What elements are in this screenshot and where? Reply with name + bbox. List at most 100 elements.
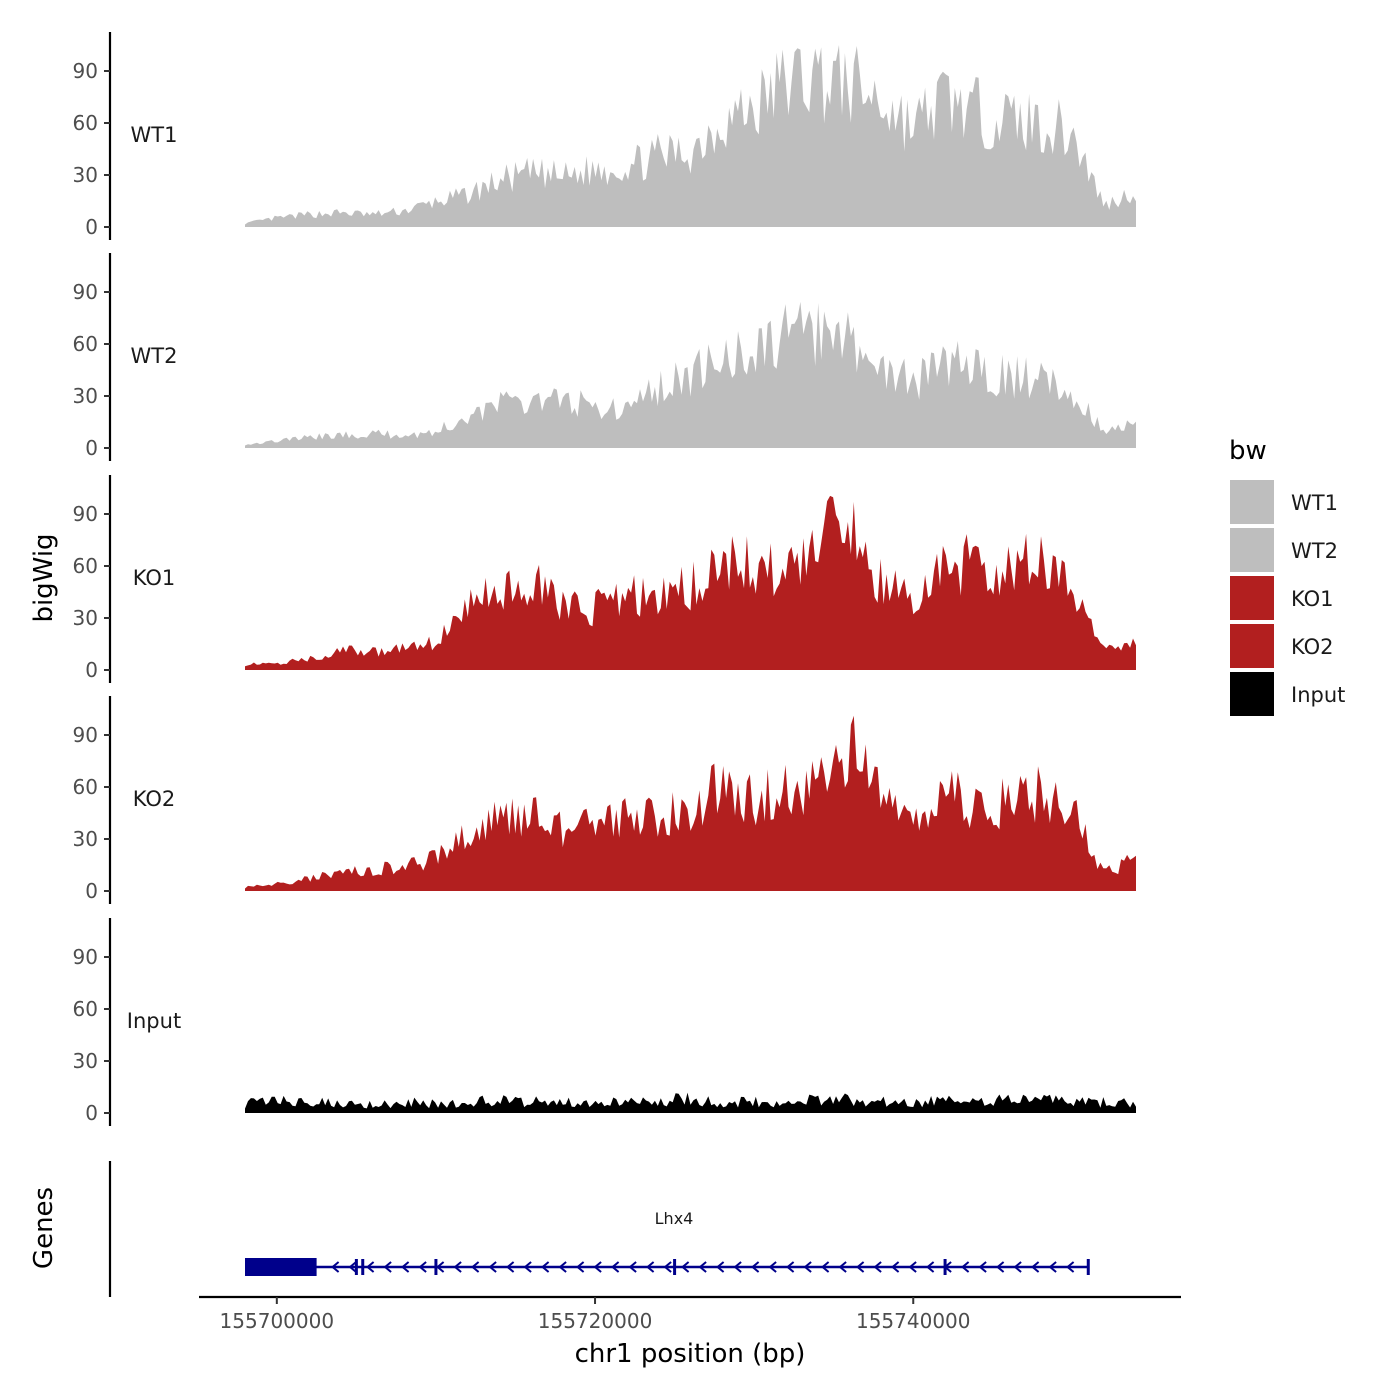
y-tick-label: 30: [73, 827, 98, 851]
legend-swatch-input: [1230, 672, 1274, 716]
strand-arrow: [908, 1261, 917, 1273]
y-tick-label: 30: [73, 1049, 98, 1073]
y-tick-label: 0: [85, 658, 98, 682]
panel-label-ko2: KO2: [133, 787, 176, 811]
strand-arrow: [1013, 1261, 1022, 1273]
x-tick-label: 155720000: [538, 1309, 653, 1333]
strand-arrow: [628, 1261, 637, 1273]
strand-arrow: [733, 1261, 742, 1273]
signal-panels: 0 30 60 90 WT1 0 30 60 90 WT2 0 30 60 90 KO1 0 30 60 90 KO2…: [73, 32, 1136, 1126]
legend-swatch-ko1: [1230, 576, 1274, 620]
panel-label-input: Input: [127, 1009, 181, 1033]
y-tick-label: 60: [73, 997, 98, 1021]
strand-arrow: [611, 1261, 620, 1273]
legend-label-ko1: KO1: [1291, 587, 1334, 611]
y-tick-label: 30: [73, 163, 98, 187]
area-ko2: [245, 715, 1136, 891]
area-wt2: [245, 301, 1136, 448]
y-tick-label: 30: [73, 606, 98, 630]
y-tick-label: 90: [73, 280, 98, 304]
strand-arrow: [453, 1261, 462, 1273]
strand-arrow: [961, 1261, 970, 1273]
strand-arrow: [646, 1261, 655, 1273]
strand-arrow: [348, 1261, 357, 1273]
strand-arrow: [558, 1261, 567, 1273]
strand-arrow: [383, 1261, 392, 1273]
y-tick-label: 90: [73, 723, 98, 747]
panel-label-wt2: WT2: [131, 344, 178, 368]
strand-arrow: [541, 1261, 550, 1273]
strand-arrow: [1031, 1261, 1040, 1273]
y-tick-label: 90: [73, 59, 98, 83]
legend-title: bw: [1229, 436, 1267, 466]
strand-arrow: [698, 1261, 707, 1273]
y-tick-label: 60: [73, 775, 98, 799]
legend-label-ko2: KO2: [1291, 635, 1334, 659]
strand-arrow: [593, 1261, 602, 1273]
legend-swatch-wt1: [1230, 480, 1274, 524]
legend-label-wt1: WT1: [1291, 491, 1338, 515]
strand-arrow: [366, 1261, 375, 1273]
strand-arrow: [996, 1261, 1005, 1273]
x-tick-label: 155700000: [220, 1309, 335, 1333]
y-tick-label: 30: [73, 384, 98, 408]
x-axis-title: chr1 position (bp): [575, 1339, 806, 1369]
strand-arrow: [716, 1261, 725, 1273]
x-tick-label: 155740000: [856, 1309, 971, 1333]
strand-arrow: [436, 1261, 445, 1273]
strand-arrow: [943, 1261, 952, 1273]
strand-arrow: [786, 1261, 795, 1273]
strand-arrow: [891, 1261, 900, 1273]
y-tick-label: 60: [73, 554, 98, 578]
y-tick-label: 0: [85, 215, 98, 239]
strand-arrow: [768, 1261, 777, 1273]
strand-arrow: [331, 1261, 340, 1273]
legend-label-wt2: WT2: [1291, 539, 1338, 563]
y-axis-title: bigWig: [29, 533, 59, 622]
y-tick-label: 90: [73, 502, 98, 526]
strand-arrow: [978, 1261, 987, 1273]
legend-swatch-ko2: [1230, 624, 1274, 668]
strand-arrow: [926, 1261, 935, 1273]
strand-arrow: [838, 1261, 847, 1273]
panel-ko2: 0 30 60 90 KO2: [73, 696, 1136, 904]
strand-arrow: [506, 1261, 515, 1273]
legend: bw WT1 WT2 KO1 KO2 Input: [1229, 436, 1345, 716]
strand-arrow: [856, 1261, 865, 1273]
legend-swatch-wt2: [1230, 528, 1274, 572]
gene-track-title: Genes: [29, 1187, 59, 1269]
y-tick-label: 0: [85, 1101, 98, 1125]
y-tick-label: 90: [73, 945, 98, 969]
y-tick-label: 0: [85, 879, 98, 903]
strand-arrow: [663, 1261, 672, 1273]
strand-arrow: [803, 1261, 812, 1273]
panel-wt2: 0 30 60 90 WT2: [73, 253, 1136, 461]
strand-arrow: [488, 1261, 497, 1273]
area-ko1: [245, 495, 1136, 670]
area-input: [245, 1092, 1136, 1113]
panel-label-wt1: WT1: [131, 123, 178, 147]
panel-ko1: 0 30 60 90 KO1: [73, 475, 1136, 683]
gene-track: Lhx4: [108, 1161, 1090, 1297]
gene-label: Lhx4: [655, 1209, 694, 1228]
strand-arrow: [471, 1261, 480, 1273]
strand-arrow: [1048, 1261, 1057, 1273]
y-tick-label: 60: [73, 111, 98, 135]
strand-arrow: [873, 1261, 882, 1273]
x-axis: 155700000 155720000 155740000: [199, 1295, 1181, 1333]
y-tick-label: 0: [85, 436, 98, 460]
panel-wt1: 0 30 60 90 WT1: [73, 32, 1136, 240]
strand-arrow: [1066, 1261, 1075, 1273]
strand-arrow: [751, 1261, 760, 1273]
strand-arrow: [576, 1261, 585, 1273]
strand-arrow: [418, 1261, 427, 1273]
panel-label-ko1: KO1: [133, 566, 176, 590]
strand-arrow: [523, 1261, 532, 1273]
strand-arrow: [821, 1261, 830, 1273]
gene-exon-block: [245, 1258, 317, 1276]
strand-arrow: [401, 1261, 410, 1273]
panel-input: 0 30 60 90 Input: [73, 918, 1136, 1126]
area-wt1: [245, 45, 1136, 227]
y-tick-label: 60: [73, 332, 98, 356]
